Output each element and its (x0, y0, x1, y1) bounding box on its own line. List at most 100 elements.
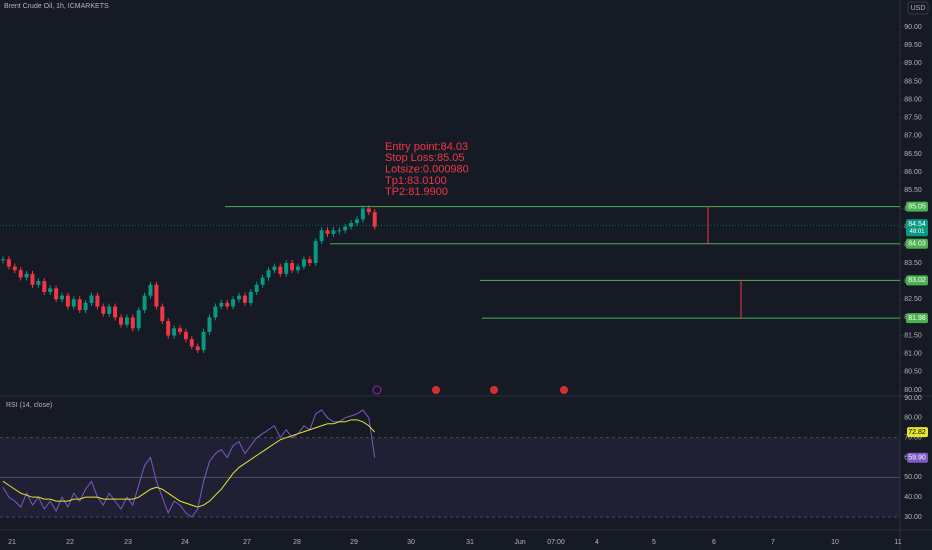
candle-body (101, 306, 106, 314)
candle-body (372, 212, 377, 227)
candle-body (71, 299, 76, 307)
candle-body (95, 295, 100, 307)
candle-body (207, 317, 212, 332)
x-tick-label: 11 (894, 539, 901, 546)
rsi-line (2, 409, 376, 518)
x-tick-label: 7 (771, 539, 775, 546)
candle-body (284, 262, 289, 274)
x-tick-label: 27 (243, 539, 251, 546)
x-tick-label: 07:00 (547, 539, 565, 546)
candle-body (225, 302, 230, 307)
x-tick-label: 24 (181, 539, 189, 546)
candle-body (54, 288, 59, 300)
candle-body (366, 208, 371, 213)
candle-body (360, 208, 365, 220)
x-tick-label: 5 (652, 539, 656, 546)
trade-note: TP2:81.9900 (385, 186, 448, 198)
trade-note: Lotsize:0.000980 (385, 164, 469, 176)
x-tick-label: Jun (514, 539, 525, 546)
y-tick-label: 83.50 (904, 260, 922, 267)
x-tick-label: 28 (293, 539, 301, 546)
candle-body (12, 266, 17, 271)
y-tick-label: 88.50 (904, 78, 922, 85)
x-tick-label: 4 (595, 539, 599, 546)
x-tick-label: 22 (66, 539, 74, 546)
rsi-ma-badge (907, 427, 928, 438)
candle-body (30, 273, 35, 285)
level-badge-label: 83.02 (908, 277, 926, 284)
candle-body (355, 219, 359, 224)
event-icon[interactable] (490, 386, 498, 394)
candle-body (24, 273, 29, 278)
y-tick-label: 87.50 (904, 115, 922, 122)
y-tick-label: 87.00 (904, 133, 922, 140)
candle-body (6, 259, 11, 267)
candle-body (343, 226, 348, 231)
level-badge-label: 84.03 (908, 241, 926, 248)
level-badge (906, 313, 928, 324)
y-tick-label: 85.50 (904, 187, 922, 194)
candle-body (160, 306, 165, 322)
candle-body (272, 266, 277, 271)
candle-body (119, 317, 123, 325)
candle-body (219, 302, 224, 307)
rsi-badge-label: 59.90 (908, 455, 926, 462)
event-icon[interactable] (432, 386, 440, 394)
candle-body (325, 230, 330, 234)
candle-body (77, 299, 82, 311)
x-tick-label: 31 (466, 539, 474, 546)
y-tick-label: 90.00 (904, 24, 922, 31)
rsi-tick-label: 90.00 (904, 395, 922, 402)
candle-body (242, 295, 247, 303)
y-tick-label: 81.00 (904, 351, 922, 358)
rsi-badge (907, 452, 928, 463)
candle-body (266, 270, 271, 278)
level-badge-label: 81.98 (908, 315, 926, 322)
event-icon[interactable] (560, 386, 568, 394)
event-icon[interactable] (372, 385, 382, 395)
candle-body (148, 284, 153, 296)
currency[interactable]: USD (911, 5, 926, 12)
y-tick-label: 82.50 (904, 296, 922, 303)
x-tick-label: 6 (712, 539, 716, 546)
x-tick-label: 23 (124, 539, 132, 546)
candle-body (313, 241, 318, 263)
y-tick-label: 89.50 (904, 42, 922, 49)
rsi-tick-label: 80.00 (904, 415, 922, 422)
candle-body (166, 321, 171, 336)
candle-body (42, 281, 47, 292)
currency-button[interactable] (907, 1, 929, 15)
level-badge (906, 201, 928, 212)
candle-body (65, 295, 70, 307)
trade-note: Stop Loss:85.05 (385, 152, 465, 164)
candle-body (260, 277, 265, 285)
candle-body (201, 331, 206, 351)
candle-body (142, 295, 147, 311)
level-badge-label: 85.05 (908, 204, 926, 211)
candle-body (319, 230, 324, 242)
y-tick-label: 81.50 (904, 332, 922, 339)
last-price-badge (906, 219, 928, 237)
candle-body (89, 295, 94, 303)
candle-body (178, 328, 182, 332)
candle-body (337, 230, 342, 232)
candle-body (113, 306, 118, 318)
candle-body (154, 284, 159, 307)
candle-body (195, 346, 200, 351)
trade-note: Entry point:84.03 (385, 141, 468, 153)
candle-body (278, 266, 283, 274)
level-badge (906, 238, 928, 249)
candle-body (83, 302, 88, 311)
rsi-tick-label: 70.00 (904, 435, 922, 442)
candle-body (296, 266, 300, 271)
rsi-tick-label: 40.00 (904, 494, 922, 501)
candle-body (254, 284, 259, 292)
candle-body (60, 295, 64, 300)
x-tick-label: 30 (407, 539, 415, 546)
countdown: 48:01 (909, 229, 925, 235)
candle-body (48, 288, 53, 292)
level-badge (906, 275, 928, 286)
event-icons (372, 385, 568, 395)
